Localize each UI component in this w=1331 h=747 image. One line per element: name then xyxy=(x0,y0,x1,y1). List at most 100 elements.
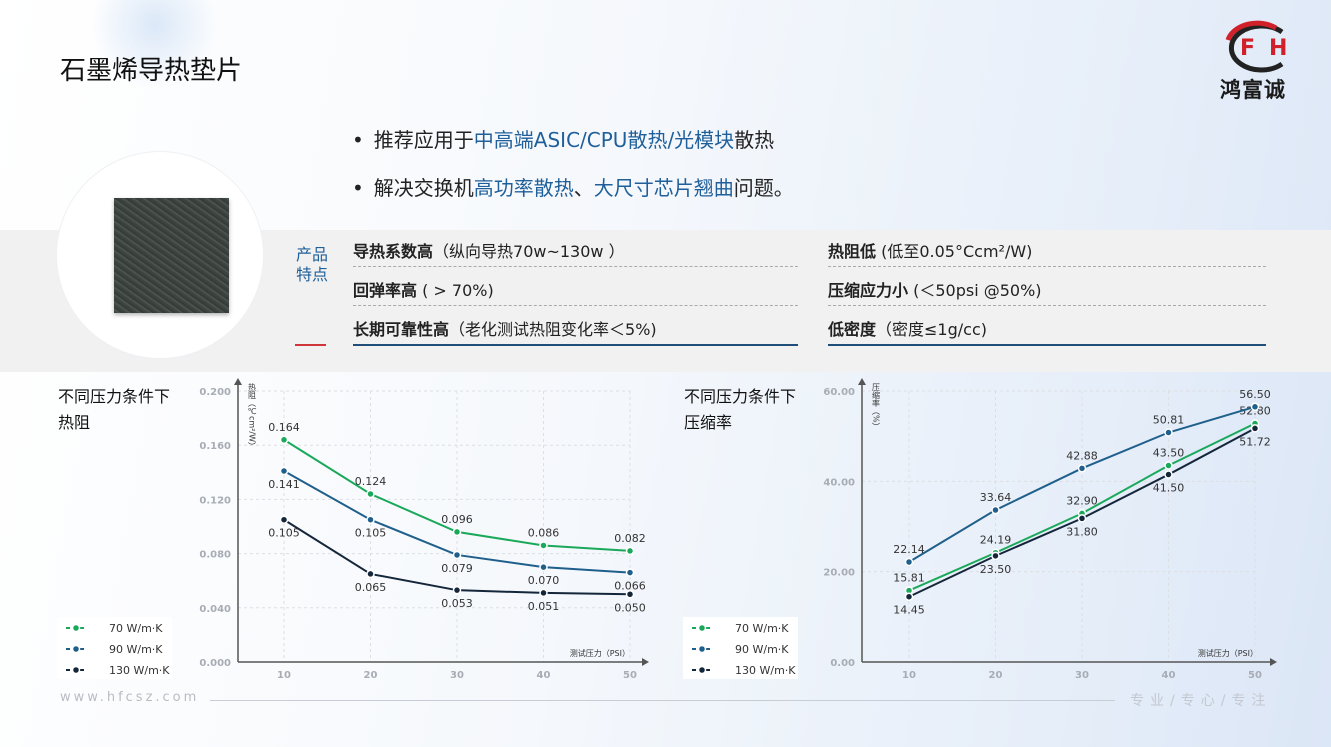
feature-item: 回弹率高 ( > 70%) xyxy=(353,277,494,301)
data-point xyxy=(991,505,1000,515)
x-tick-label: 50 xyxy=(623,670,637,681)
y-tick-label: 0.160 xyxy=(199,441,231,452)
page-title: 石墨烯导热垫片 xyxy=(60,56,243,86)
data-label: 0.066 xyxy=(614,580,646,593)
y-tick-label: 60.00 xyxy=(823,387,855,398)
axis xyxy=(861,383,1270,663)
footer-slogan: 专业/专心/专注 xyxy=(1130,693,1272,709)
data-point xyxy=(366,489,375,499)
data-point xyxy=(279,466,289,476)
data-label: 22.14 xyxy=(893,543,925,556)
feature-item: 热阻低 (低至0.05°Ccm²/W) xyxy=(828,238,1032,262)
legend-label: 90 W/m·K xyxy=(735,643,789,656)
data-point xyxy=(1077,464,1087,473)
x-tick-label: 20 xyxy=(989,670,1003,681)
data-label: 0.164 xyxy=(268,421,300,434)
data-point xyxy=(452,585,462,595)
feature-separator xyxy=(353,266,798,267)
data-label: 50.81 xyxy=(1153,414,1185,427)
legend-marker xyxy=(697,623,707,633)
legend-label: 130 W/m·K xyxy=(109,664,170,677)
data-label: 0.079 xyxy=(441,562,473,575)
x-tick-label: 30 xyxy=(450,670,464,681)
feature-detail: （纵向导热70w~130w ） xyxy=(433,242,625,261)
bullet: • 解决交换机高功率散热、大尺寸芯片翘曲问题。 xyxy=(352,172,794,201)
data-point xyxy=(1077,514,1087,523)
bullet-text: 大尺寸芯片翘曲 xyxy=(593,176,734,200)
feature-title: 回弹率高 xyxy=(353,281,418,300)
data-point xyxy=(452,527,462,537)
data-label: 0.050 xyxy=(614,601,646,614)
y-tick-label: 0.00 xyxy=(830,658,855,669)
data-label: 56.50 xyxy=(1239,388,1271,401)
footer-url: www.hfcsz.com xyxy=(60,690,200,705)
feature-separator xyxy=(353,344,798,346)
data-point xyxy=(1250,402,1260,412)
data-label: 24.19 xyxy=(980,534,1012,547)
data-point xyxy=(539,541,548,550)
legend-marker xyxy=(697,665,707,675)
axis-arrow xyxy=(858,378,1277,666)
data-label: 0.051 xyxy=(528,600,560,613)
data-point xyxy=(1164,428,1173,437)
data-label: 43.50 xyxy=(1153,447,1185,460)
feature-title: 长期可靠性高 xyxy=(353,320,450,339)
y-tick-label: 0.120 xyxy=(199,495,231,506)
x-tick-label: 10 xyxy=(277,670,291,681)
bullet-text: 、 xyxy=(573,176,594,200)
legend-label: 70 W/m·K xyxy=(109,622,163,635)
legend-marker xyxy=(71,644,81,654)
chart-title: 不同压力条件下压缩率 xyxy=(684,387,797,432)
data-label: 0.070 xyxy=(528,574,560,587)
axis xyxy=(237,383,642,663)
feature-title: 压缩应力小 xyxy=(828,281,909,300)
data-point xyxy=(279,435,289,445)
data-point xyxy=(991,551,1000,561)
data-label: 0.082 xyxy=(614,532,646,545)
data-point xyxy=(1164,470,1173,479)
data-point xyxy=(625,546,635,556)
logo-ring xyxy=(1225,20,1284,73)
feature-detail: (＜50psi @50%) xyxy=(908,281,1042,300)
series-line xyxy=(908,405,1256,563)
logo-text: 鸿富诚 xyxy=(1220,78,1286,102)
data-label: 0.141 xyxy=(268,478,300,491)
feature-detail: （老化测试热阻变化率＜5%) xyxy=(449,320,657,339)
data-point xyxy=(366,569,375,579)
feature-item: 低密度（密度≤1g/cc) xyxy=(828,316,987,340)
data-point xyxy=(904,557,914,567)
data-point xyxy=(539,588,548,598)
bullet-text: 高功率散热 xyxy=(473,176,574,200)
x-tick-label: 30 xyxy=(1075,670,1089,681)
data-point xyxy=(904,592,914,601)
feature-item: 导热系数高（纵向导热70w~130w ） xyxy=(353,238,625,262)
legend-label: 130 W/m·K xyxy=(735,664,796,677)
x-tick-label: 20 xyxy=(364,670,378,681)
feature-detail: （密度≤1g/cc) xyxy=(876,320,987,339)
data-label: 23.50 xyxy=(980,563,1012,576)
y-tick-label: 20.00 xyxy=(823,568,855,579)
data-label: 15.81 xyxy=(893,572,925,585)
data-label: 41.50 xyxy=(1153,482,1185,495)
y-axis-label: 压缩率（%） xyxy=(872,383,881,431)
x-axis-label: 测试压力（PSI） xyxy=(1198,648,1258,658)
feature-item: 压缩应力小 (＜50psi @50%) xyxy=(828,277,1042,301)
data-label: 0.105 xyxy=(355,527,387,540)
bullet-text: 推荐应用于 xyxy=(373,128,474,152)
y-tick-label: 0.080 xyxy=(199,550,231,561)
data-label: 0.096 xyxy=(441,513,473,526)
feature-separator xyxy=(828,305,1266,306)
data-label: 42.88 xyxy=(1066,449,1098,462)
data-label: 51.72 xyxy=(1239,435,1271,448)
y-tick-label: 0.200 xyxy=(199,387,231,398)
footer-line xyxy=(210,700,1115,701)
y-tick-label: 40.00 xyxy=(823,477,855,488)
x-tick-label: 10 xyxy=(902,670,916,681)
data-point xyxy=(366,515,375,524)
y-tick-label: 0.040 xyxy=(199,604,231,615)
feature-label: 产品特点 xyxy=(296,245,329,284)
bullet-text: 解决交换机 xyxy=(373,176,474,200)
legend-marker xyxy=(697,644,707,654)
feature-title: 热阻低 xyxy=(828,242,877,261)
